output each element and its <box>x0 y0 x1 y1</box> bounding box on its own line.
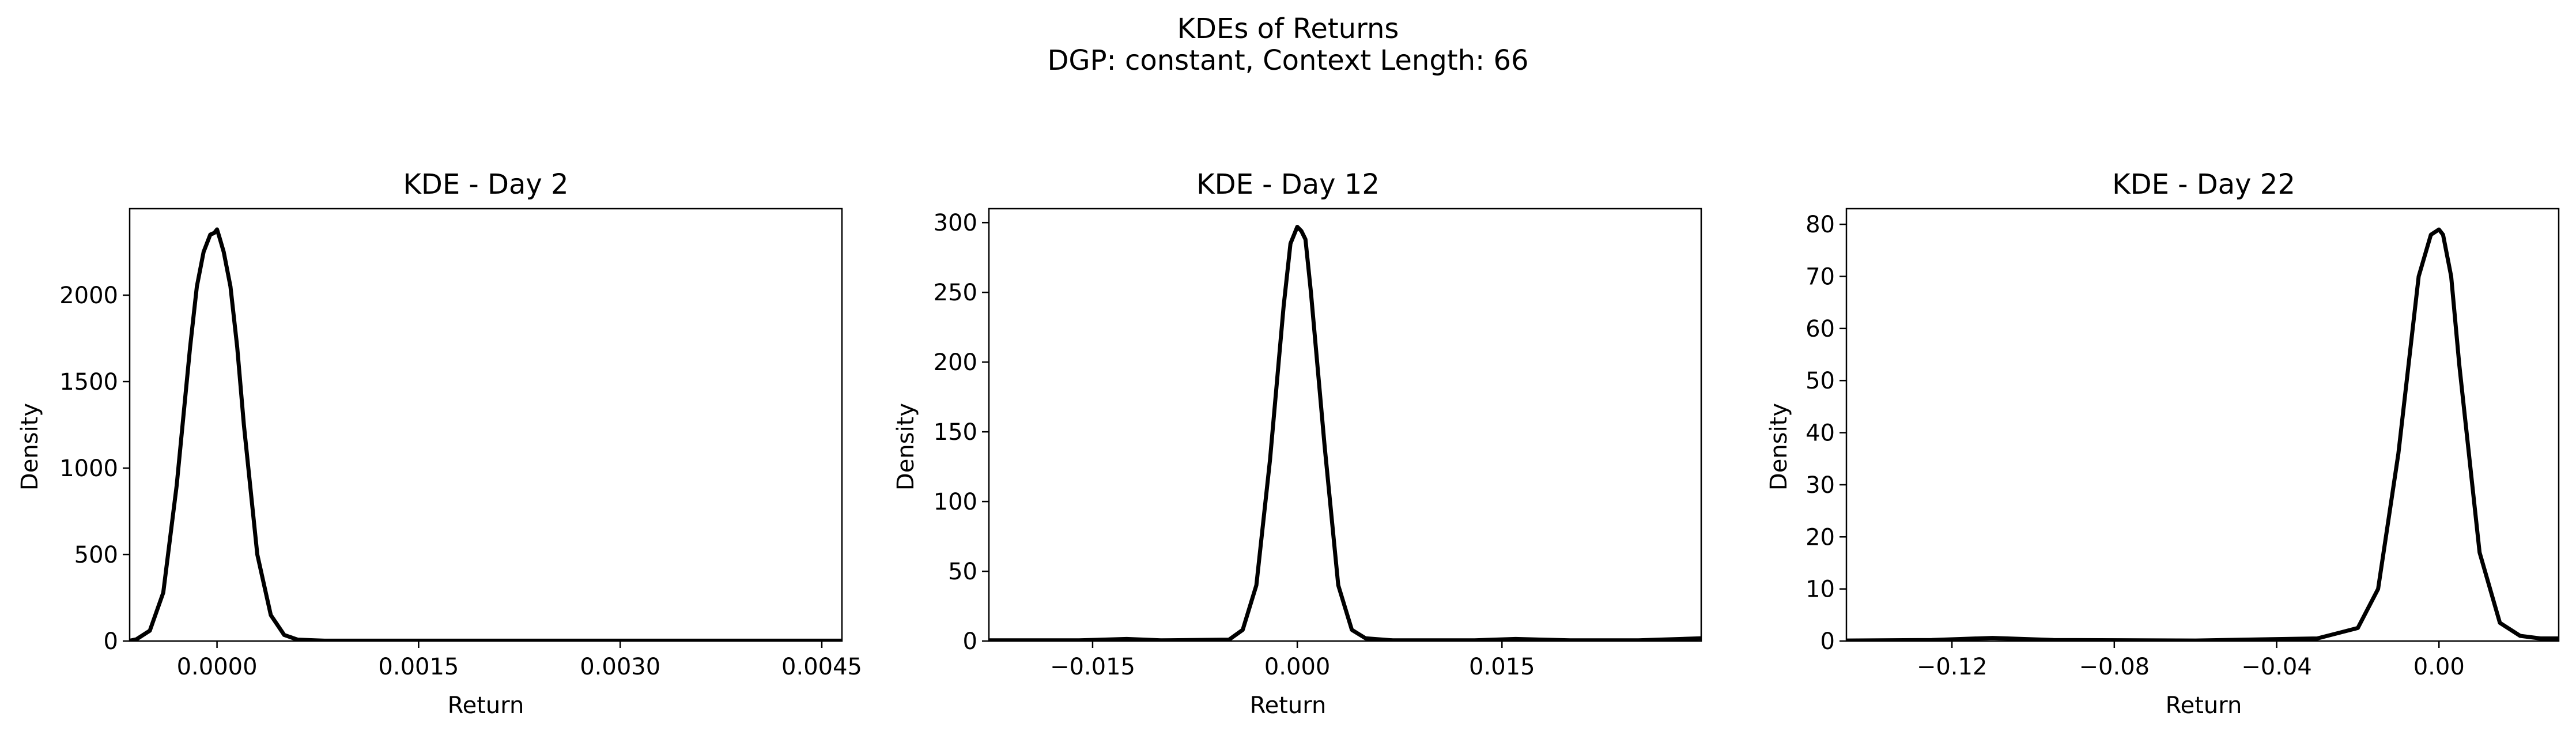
y-tick-label: 150 <box>934 419 977 446</box>
y-tick-label: 1500 <box>59 369 118 395</box>
panel-title: KDE - Day 2 <box>403 168 568 201</box>
y-tick-label: 1000 <box>59 455 118 482</box>
y-tick-label: 10 <box>1806 576 1835 603</box>
y-tick-label: 0 <box>104 628 118 655</box>
y-tick-label: 80 <box>1806 212 1835 238</box>
y-tick-label: 20 <box>1806 524 1835 551</box>
y-tick-label: 40 <box>1806 420 1835 447</box>
y-tick-label: 0 <box>1820 628 1835 655</box>
x-tick-label: −0.04 <box>2241 654 2312 680</box>
plot-area: −0.015 0.000 0.015 0 50 100 150 200 250 300 <box>934 208 1702 680</box>
y-tick-label: 250 <box>934 280 977 306</box>
plot-area: 0.0000 0.0015 0.0030 0.0045 0 500 1000 1500 2000 <box>59 208 862 680</box>
kde-line <box>1846 227 2559 641</box>
panel-title: KDE - Day 22 <box>2112 168 2295 201</box>
panel-day-22: KDE - Day 22 Return Density −0.12 −0.08 −0… <box>1766 168 2560 719</box>
axes-frame <box>1845 208 2560 642</box>
x-tick-label: 0.015 <box>1469 654 1535 680</box>
x-tick-label: 0.0015 <box>378 654 459 680</box>
y-tick-label: 60 <box>1806 316 1835 342</box>
y-tick-label: 500 <box>74 542 118 568</box>
y-tick-label: 300 <box>934 210 977 236</box>
y-tick-label: 200 <box>934 349 977 376</box>
x-tick-label: −0.12 <box>1917 654 1988 680</box>
x-axis-label: Return <box>1250 692 1327 719</box>
figure-title-line2: DGP: constant, Context Length: 66 <box>1047 44 1528 77</box>
y-axis-label: Density <box>893 403 919 491</box>
plot-area: −0.12 −0.08 −0.04 0.00 0 10 20 30 40 50 60 70 80 <box>1806 208 2560 680</box>
x-tick-label: 0.0045 <box>781 654 862 680</box>
x-tick-label: −0.08 <box>2079 654 2150 680</box>
panel-day-2: KDE - Day 2 Return Density 0.0000 0.0015 0… <box>17 168 862 719</box>
x-tick-label: 0.0030 <box>580 654 660 680</box>
y-tick-label: 2000 <box>59 282 118 309</box>
y-axis-label: Density <box>17 403 43 491</box>
x-tick-label: −0.015 <box>1050 654 1135 680</box>
panel-title: KDE - Day 12 <box>1196 168 1380 201</box>
x-tick-label: 0.000 <box>1264 654 1331 680</box>
y-tick-label: 50 <box>948 559 977 585</box>
y-axis-label: Density <box>1766 403 1792 491</box>
x-axis-label: Return <box>448 692 524 719</box>
figure-title-line1: KDEs of Returns <box>1177 13 1399 45</box>
y-tick-label: 100 <box>934 489 977 515</box>
x-tick-label: 0.00 <box>2413 654 2465 680</box>
axes-frame <box>129 208 843 642</box>
y-tick-label: 70 <box>1806 263 1835 290</box>
y-tick-label: 30 <box>1806 472 1835 499</box>
x-tick-label: 0.0000 <box>177 654 258 680</box>
kde-line <box>130 227 842 641</box>
kde-line <box>989 225 1701 641</box>
y-tick-label: 0 <box>963 628 977 655</box>
axes-frame <box>988 208 1702 642</box>
y-tick-label: 50 <box>1806 368 1835 394</box>
panel-day-12: KDE - Day 12 Return Density −0.015 0.000 0… <box>893 168 1702 719</box>
x-axis-label: Return <box>2166 692 2242 719</box>
